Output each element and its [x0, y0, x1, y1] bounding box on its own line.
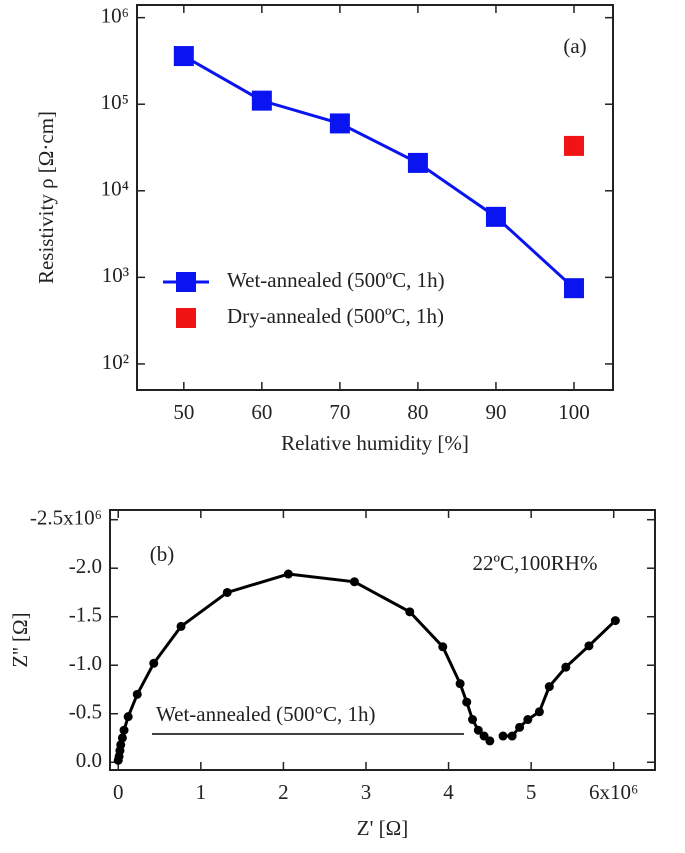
data-point: [498, 731, 508, 741]
y-tick-label: 10³: [102, 263, 129, 287]
x-tick-label: 2: [278, 780, 289, 804]
data-point: [544, 682, 554, 692]
data-point: [462, 697, 472, 707]
data-point: [349, 577, 359, 587]
x-tick-label: 70: [329, 400, 350, 424]
x-tick-label: 80: [407, 400, 428, 424]
data-point: [119, 725, 129, 735]
legend-label: Wet-annealed (500°C, 1h): [156, 702, 376, 726]
x-tick-label: 90: [485, 400, 506, 424]
data-point: [563, 278, 584, 299]
x-axis-label: Relative humidity [%]: [281, 431, 469, 455]
y-axis-label: Z'' [Ω]: [8, 612, 32, 667]
data-point: [534, 707, 544, 717]
panel-label: (a): [563, 34, 586, 58]
data-point: [485, 206, 506, 227]
x-tick-label: 0: [113, 780, 124, 804]
y-tick-label: -2.0: [69, 554, 102, 578]
x-tick-label: 6x10⁶: [589, 780, 638, 804]
data-point: [283, 569, 293, 579]
x-tick-label: 50: [173, 400, 194, 424]
data-point: [468, 715, 478, 725]
data-point: [584, 641, 594, 651]
data-point: [405, 607, 415, 617]
data-point: [329, 113, 350, 134]
x-axis-label: Z' [Ω]: [357, 816, 408, 840]
legend-label: Wet-annealed (500ºC, 1h): [227, 268, 445, 292]
annotation: 22ºC,100RH%: [473, 551, 598, 575]
x-tick-label: 1: [196, 780, 207, 804]
y-tick-label: -2.5x10⁶: [30, 506, 102, 530]
y-tick-label: 10⁴: [101, 177, 129, 201]
data-point: [523, 715, 533, 725]
x-tick-label: 60: [251, 400, 272, 424]
y-tick-label: 10⁵: [101, 90, 129, 114]
y-axis-label: Resistivity ρ [Ω·cm]: [34, 111, 58, 284]
data-point: [176, 621, 186, 631]
x-tick-label: 100: [558, 400, 590, 424]
y-tick-label: 10²: [102, 350, 129, 374]
data-point: [222, 587, 232, 597]
plot-frame: [136, 4, 614, 391]
legend-marker: [176, 272, 196, 292]
data-point: [563, 135, 584, 156]
x-tick-label: 4: [443, 780, 454, 804]
data-point: [132, 689, 142, 699]
data-point: [515, 722, 525, 732]
series-line: [116, 572, 617, 761]
x-tick-label: 5: [526, 780, 537, 804]
data-point: [123, 712, 133, 722]
data-point: [173, 46, 194, 67]
data-point: [251, 90, 272, 111]
y-tick-label: 0.0: [76, 748, 102, 772]
data-point: [610, 616, 620, 626]
data-point: [485, 736, 495, 746]
y-tick-label: -0.5: [69, 700, 102, 724]
data-point: [473, 725, 483, 735]
y-tick-label: -1.5: [69, 603, 102, 627]
data-point: [116, 740, 126, 750]
data-point: [149, 658, 159, 668]
y-tick-label: 10⁶: [101, 3, 129, 27]
data-point: [407, 152, 428, 173]
legend-label: Dry-annealed (500ºC, 1h): [227, 304, 444, 328]
y-tick-label: -1.0: [69, 651, 102, 675]
data-point: [117, 733, 127, 743]
series-line: [183, 54, 575, 290]
data-point: [507, 731, 517, 741]
panel-label: (b): [150, 542, 175, 566]
data-point: [561, 662, 571, 672]
data-point: [438, 642, 448, 652]
legend-marker: [176, 308, 196, 328]
plot-frame: [109, 509, 656, 771]
x-tick-label: 3: [361, 780, 372, 804]
data-point: [455, 679, 465, 689]
